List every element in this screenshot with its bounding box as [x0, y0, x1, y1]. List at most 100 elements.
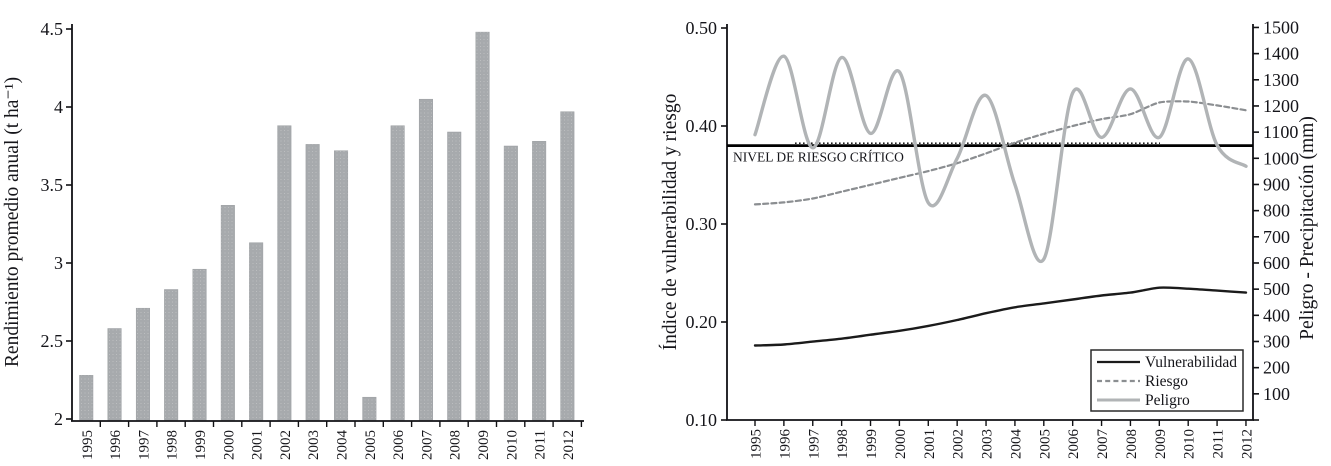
x-tick-label-2011: 2011: [1211, 429, 1227, 458]
yield-bar-chart: 2 2.5 3 3.5 4 4.5 1995 1996 1997 1998 1999 2000 2001…: [2, 19, 584, 460]
legend: Vulnerabilidad Riesgo Peligro: [1090, 349, 1244, 412]
right-chart-left-axis-title: Índice de vulnerabilidad y riesgo: [659, 94, 681, 351]
x-tick-label-1996: 1996: [777, 429, 793, 460]
series-peligro: [753, 54, 1248, 264]
bar-1998: [164, 289, 179, 421]
y-tick-right-label: 1500: [1263, 17, 1299, 37]
x-tick-label-2007: 2007: [1095, 429, 1111, 460]
legend-entry-peligro: Peligro: [1097, 392, 1190, 409]
bar-2009: [475, 31, 490, 421]
x-tick-label-1995: 1995: [749, 429, 765, 459]
bar-2001: [249, 242, 264, 421]
bar-2004: [334, 150, 349, 421]
y-tick-right-label: 1200: [1263, 96, 1299, 116]
bar-series: [79, 31, 575, 421]
y-tick-label: 2: [54, 409, 63, 429]
x-tick-label-2008: 2008: [448, 430, 464, 460]
x-tick-label-2008: 2008: [1124, 429, 1140, 459]
legend-label-peligro: Peligro: [1145, 392, 1190, 409]
left-chart-y-axis-title: Rendimiento promedio anual (t ha⁻¹): [2, 77, 23, 367]
x-tick-label-2003: 2003: [306, 430, 322, 460]
x-tick-label-2007: 2007: [419, 430, 435, 461]
bar-2000: [220, 205, 235, 421]
y-tick-right-label: 1400: [1263, 44, 1299, 64]
y-tick-right-label: 700: [1263, 227, 1290, 247]
legend-entry-riesgo: Riesgo: [1097, 373, 1188, 390]
bar-2008: [447, 131, 462, 421]
y-tick-right-label: 1100: [1263, 122, 1298, 142]
x-tick-label-2010: 2010: [504, 430, 520, 460]
x-tick-label-2004: 2004: [1008, 428, 1024, 459]
y-tick-left-label: 0.30: [686, 214, 718, 234]
critical-risk-level: NIVEL DE RIESGO CRÍTICO: [727, 142, 1253, 165]
y-tick-left-label: 0.50: [686, 18, 718, 38]
y-tick-right-label: 400: [1263, 305, 1290, 325]
bar-2007: [418, 98, 433, 421]
critical-level-label: NIVEL DE RIESGO CRÍTICO: [733, 150, 904, 165]
x-tick-label-2000: 2000: [221, 430, 237, 460]
bar-1999: [192, 268, 207, 421]
x-tick-label-2004: 2004: [335, 430, 351, 461]
y-axis-right-ticks: 100 200 300 400 500 600 700 800 900 1000 1100 1200 1…: [1253, 17, 1299, 421]
legend-entry-vulnerabilidad: Vulnerabilidad: [1097, 354, 1237, 371]
x-tick-label-2001: 2001: [250, 430, 266, 460]
x-tick-label-2009: 2009: [476, 430, 492, 460]
x-tick-label-2012: 2012: [561, 430, 577, 460]
x-tick-label-1996: 1996: [108, 430, 124, 461]
right-chart-right-axis-title: Peligro - Precipitación (mm): [1297, 116, 1318, 340]
x-axis-ticks: [99, 421, 583, 427]
x-tick-label-2010: 2010: [1182, 429, 1198, 459]
bar-2010: [503, 145, 518, 421]
x-tick-label-1999: 1999: [864, 429, 880, 459]
x-tick-label-2001: 2001: [922, 429, 938, 459]
y-axis-left-ticks: 0.10 0.20 0.30 0.40 0.50: [686, 18, 727, 430]
x-tick-label-1998: 1998: [835, 429, 851, 459]
x-tick-label-2009: 2009: [1153, 429, 1169, 459]
legend-label-riesgo: Riesgo: [1145, 373, 1188, 390]
y-tick-right-label: 1300: [1263, 70, 1299, 90]
bar-2005: [362, 396, 377, 421]
y-tick-right-label: 1000: [1263, 148, 1299, 168]
x-axis-labels: 1995 1996 1997 1998 1999 2000 2001 2002 2003 2004…: [80, 430, 577, 461]
series-riesgo: [753, 100, 1248, 206]
bar-1995: [79, 375, 94, 421]
bar-2011: [532, 141, 547, 421]
bar-2012: [560, 111, 575, 421]
x-tick-label-2002: 2002: [278, 430, 294, 460]
legend-label-vulnerabilidad: Vulnerabilidad: [1145, 354, 1237, 371]
y-tick-right-label: 900: [1263, 174, 1290, 194]
y-tick-left-label: 0.10: [686, 410, 718, 430]
y-tick-left-label: 0.40: [686, 116, 718, 136]
y-tick-right-label: 100: [1263, 384, 1290, 404]
x-tick-label-1995: 1995: [80, 430, 96, 460]
x-tick-label-2012: 2012: [1239, 429, 1255, 459]
x-axis-ticks-labels: 1995 1996 1997 1998 1999 2000 2001 2002 2003 2004…: [749, 420, 1255, 460]
x-tick-label-2000: 2000: [893, 429, 909, 459]
bar-1997: [135, 307, 150, 421]
y-tick-label: 4.5: [41, 19, 64, 39]
vulnerability-risk-chart: 0.10 0.20 0.30 0.40 0.50 100 200 300 400 500 600 70…: [659, 17, 1318, 459]
x-tick-label-2005: 2005: [1037, 429, 1053, 459]
x-tick-label-2003: 2003: [980, 429, 996, 459]
y-tick-label: 2.5: [41, 331, 64, 351]
x-tick-label-2005: 2005: [363, 430, 379, 460]
y-tick-right-label: 300: [1263, 331, 1290, 351]
x-tick-label-2006: 2006: [1066, 429, 1082, 460]
y-tick-left-label: 0.20: [686, 312, 718, 332]
y-tick-right-label: 800: [1263, 201, 1290, 221]
x-tick-label-2011: 2011: [533, 430, 549, 459]
x-tick-label-1998: 1998: [165, 430, 181, 460]
y-tick-right-label: 200: [1263, 358, 1290, 378]
y-tick-right-label: 500: [1263, 279, 1290, 299]
y-tick-right-label: 600: [1263, 253, 1290, 273]
y-tick-label: 3: [54, 253, 63, 273]
x-tick-label-1999: 1999: [193, 430, 209, 460]
x-tick-label-1997: 1997: [136, 430, 152, 461]
bar-1996: [107, 328, 122, 421]
y-axis-ticks: 2 2.5 3 3.5 4 4.5: [41, 19, 72, 429]
x-tick-label-2002: 2002: [951, 429, 967, 459]
y-tick-label: 3.5: [41, 175, 64, 195]
series-vulnerabilidad: [753, 286, 1248, 347]
